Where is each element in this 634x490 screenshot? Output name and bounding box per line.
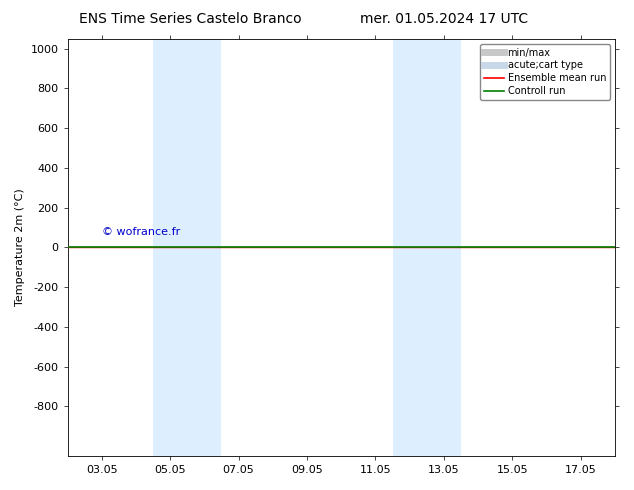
Legend: min/max, acute;cart type, Ensemble mean run, Controll run: min/max, acute;cart type, Ensemble mean …	[481, 44, 610, 100]
Y-axis label: Temperature 2m (°C): Temperature 2m (°C)	[15, 189, 25, 306]
Text: © wofrance.fr: © wofrance.fr	[102, 227, 180, 238]
Bar	[153, 39, 221, 456]
Text: mer. 01.05.2024 17 UTC: mer. 01.05.2024 17 UTC	[359, 12, 528, 26]
Bar	[392, 39, 461, 456]
Text: ENS Time Series Castelo Branco: ENS Time Series Castelo Branco	[79, 12, 302, 26]
